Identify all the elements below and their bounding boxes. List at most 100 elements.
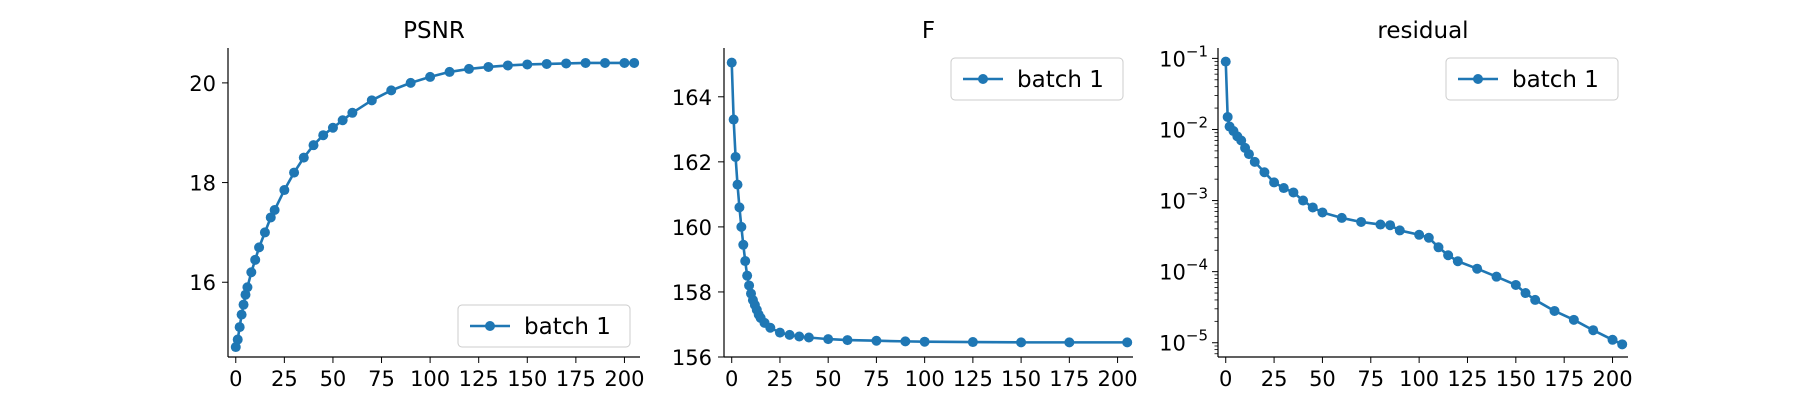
data-point <box>1236 135 1247 146</box>
chart-title: F <box>922 18 935 44</box>
legend-marker <box>1473 74 1483 84</box>
x-tick-label: 75 <box>368 367 395 391</box>
data-point <box>744 280 755 291</box>
legend-marker <box>485 321 495 331</box>
data-point <box>236 309 247 320</box>
x-tick-label: 100 <box>1399 367 1439 391</box>
x-tick-label: 175 <box>556 367 596 391</box>
panel-f: F 0 25 50 75 100 125 150 175 200 156 158 160 162 164 b… <box>672 18 1138 391</box>
data-point <box>1307 202 1318 213</box>
data-point <box>230 342 241 353</box>
data-point <box>803 332 814 343</box>
data-point <box>425 71 436 82</box>
data-point <box>1617 339 1628 350</box>
x-tick-label: 0 <box>725 367 738 391</box>
x-tick-label: 175 <box>1544 367 1584 391</box>
x-tick-label: 50 <box>320 367 347 391</box>
data-point <box>1530 294 1541 305</box>
data-point <box>734 202 745 213</box>
axes: 0 25 50 75 100 125 150 175 200 156 158 160 162 164 <box>672 48 1138 391</box>
data-point <box>742 270 753 281</box>
data-point <box>318 130 329 141</box>
data-point <box>240 289 251 300</box>
x-tick-label: 125 <box>459 367 499 391</box>
data-point <box>736 221 747 232</box>
series-line <box>234 61 635 348</box>
series-batch-1 <box>1220 56 1628 350</box>
data-point <box>728 114 739 125</box>
y-tick-label: 10−4 <box>1159 256 1208 285</box>
data-point <box>1568 314 1579 325</box>
data-point <box>250 254 261 265</box>
x-tick-label: 0 <box>229 367 242 391</box>
data-point <box>842 335 853 346</box>
x-tick-label: 25 <box>767 367 794 391</box>
y-tick-label: 10−5 <box>1159 327 1208 356</box>
data-point <box>502 60 513 71</box>
y-tick-label: 16 <box>189 271 216 295</box>
data-point <box>541 58 552 69</box>
data-point <box>1249 156 1260 167</box>
legend-label: batch 1 <box>1017 67 1104 93</box>
data-point <box>1472 263 1483 274</box>
y-tick-label: 10−3 <box>1159 185 1208 214</box>
x-tick-label: 25 <box>271 367 298 391</box>
data-point <box>254 242 265 253</box>
data-point <box>1222 111 1233 122</box>
y-tick-label: 162 <box>672 151 712 175</box>
data-point <box>298 152 309 163</box>
legend-box <box>1445 57 1619 101</box>
data-point <box>967 337 978 348</box>
legend-box <box>950 57 1124 101</box>
data-point <box>1269 177 1280 188</box>
x-tick-label: 125 <box>953 367 993 391</box>
data-point <box>1607 334 1618 345</box>
data-point <box>600 57 611 68</box>
data-point <box>580 57 591 68</box>
data-point <box>1259 167 1270 178</box>
x-tick-label: 100 <box>905 367 945 391</box>
x-tick-label: 75 <box>863 367 890 391</box>
data-point <box>1298 195 1309 206</box>
data-point <box>1549 305 1560 316</box>
data-point <box>234 322 245 333</box>
x-tick-label: 100 <box>410 367 450 391</box>
legend: batch 1 <box>457 304 631 348</box>
x-tick-label: 75 <box>1357 367 1384 391</box>
y-tick-label: 160 <box>672 216 712 240</box>
series-batch-1 <box>726 57 1133 348</box>
x-tick-label: 25 <box>1261 367 1288 391</box>
data-point <box>1510 279 1521 290</box>
data-point <box>1423 232 1434 243</box>
data-point <box>1443 250 1454 261</box>
data-point <box>919 336 930 347</box>
data-point <box>242 282 253 293</box>
x-tick-label: 0 <box>1219 367 1232 391</box>
data-point <box>347 107 358 118</box>
data-point <box>726 57 737 68</box>
x-tick-label: 175 <box>1049 367 1089 391</box>
data-point <box>289 167 300 178</box>
y-tick-label: 10−1 <box>1159 42 1208 71</box>
y-tick-label: 156 <box>672 346 712 370</box>
data-point <box>337 115 348 126</box>
series-batch-1 <box>230 57 640 353</box>
data-point <box>738 239 749 250</box>
data-point <box>463 63 474 74</box>
x-tick-label: 200 <box>1098 367 1138 391</box>
data-point <box>1356 216 1367 227</box>
data-point <box>1375 219 1386 230</box>
chart-title: PSNR <box>403 18 465 44</box>
y-tick-label: 20 <box>189 72 216 96</box>
data-point <box>561 58 572 69</box>
data-point <box>386 85 397 96</box>
data-point <box>246 267 257 278</box>
data-point <box>1394 225 1405 236</box>
data-point <box>740 256 751 267</box>
data-point <box>774 327 785 338</box>
data-point <box>1064 337 1075 348</box>
data-point <box>444 66 455 77</box>
legend-label: batch 1 <box>1512 67 1599 93</box>
data-point <box>232 334 243 345</box>
